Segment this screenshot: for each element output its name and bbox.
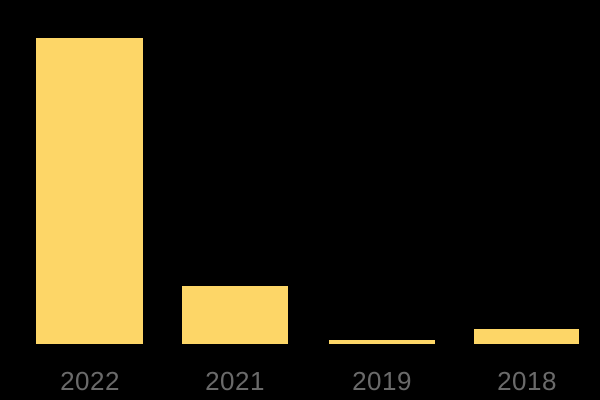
x-tick-label-2021: 2021 — [205, 366, 265, 396]
bar-2021 — [182, 286, 288, 344]
bar-2022 — [36, 38, 143, 344]
x-tick-label-2019: 2019 — [352, 366, 412, 396]
x-tick-label-2022: 2022 — [60, 366, 120, 396]
bar-2018 — [474, 329, 579, 344]
bar-2019 — [329, 340, 435, 344]
x-tick-label-2018: 2018 — [497, 366, 557, 396]
